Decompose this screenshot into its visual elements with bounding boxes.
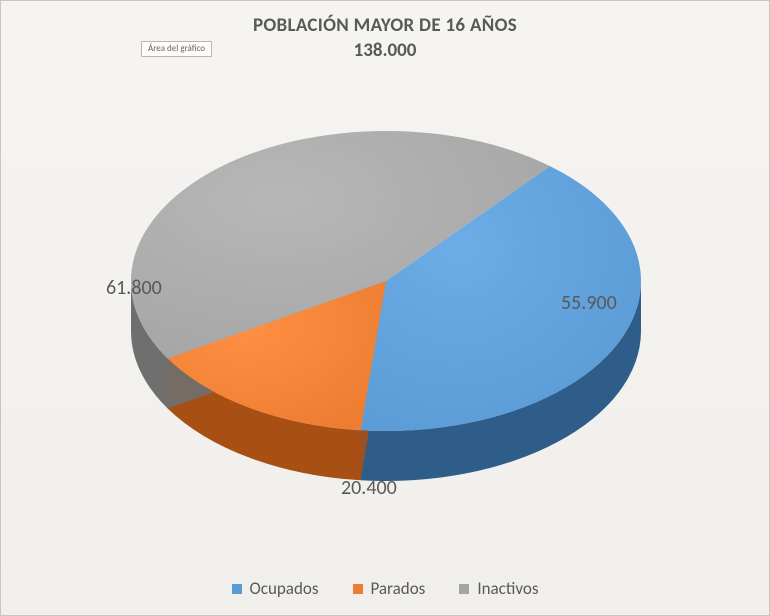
data-label-inactivos: 61.800: [106, 276, 162, 300]
data-label-parados: 20.400: [341, 476, 397, 500]
pie-plot: 55.900 20.400 61.800: [1, 61, 769, 531]
chart-area-badge: Área del gráfico: [141, 41, 212, 57]
legend-swatch-parados: [353, 584, 363, 594]
legend-item-parados: Parados: [353, 578, 426, 599]
legend-label-inactivos: Inactivos: [477, 578, 538, 599]
legend-swatch-ocupados: [232, 584, 242, 594]
legend-item-inactivos: Inactivos: [459, 578, 538, 599]
legend-item-ocupados: Ocupados: [232, 578, 319, 599]
title-line-2: 138.000: [1, 40, 769, 63]
legend-label-parados: Parados: [371, 578, 426, 599]
chart-title: POBLACIÓN MAYOR DE 16 AÑOS 138.000: [1, 1, 769, 63]
legend-swatch-inactivos: [459, 584, 469, 594]
data-label-ocupados: 55.900: [561, 291, 617, 315]
chart-container: POBLACIÓN MAYOR DE 16 AÑOS 138.000 Área …: [0, 0, 770, 616]
legend-label-ocupados: Ocupados: [250, 578, 319, 599]
legend: Ocupados Parados Inactivos: [1, 578, 769, 599]
title-line-1: POBLACIÓN MAYOR DE 16 AÑOS: [1, 15, 769, 38]
